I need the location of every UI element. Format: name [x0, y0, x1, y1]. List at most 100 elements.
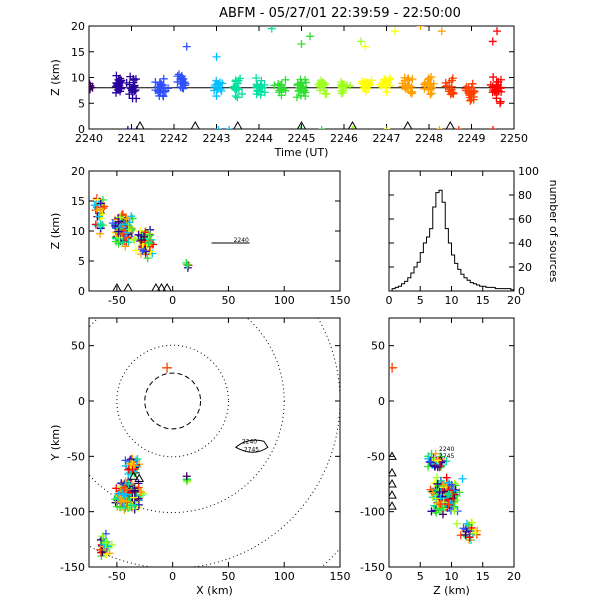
station-marker [445, 120, 456, 130]
source-point [306, 32, 314, 41]
source-point [435, 487, 444, 496]
track-outline [234, 439, 269, 453]
source-point [156, 83, 165, 92]
source-point [438, 510, 447, 519]
source-point [361, 87, 370, 96]
source-point [122, 228, 131, 237]
source-point [386, 74, 395, 83]
source-point [260, 88, 269, 97]
source-point [182, 42, 191, 51]
source-point [118, 238, 127, 247]
source-point [236, 74, 245, 83]
y-tick-label: 15 [71, 195, 85, 208]
y-tick-label: 0 [518, 285, 525, 298]
source-point [96, 221, 105, 230]
source-point [112, 484, 121, 493]
y-tick-label: 15 [71, 46, 85, 59]
source-point [381, 76, 390, 85]
source-point [441, 78, 450, 87]
source-point [297, 40, 306, 49]
source-point [125, 80, 134, 89]
station-marker [232, 120, 243, 130]
x-tick-label: 10 [445, 294, 459, 307]
source-point [257, 76, 266, 85]
source-point [116, 213, 125, 222]
station-marker [123, 282, 133, 292]
source-point [496, 99, 505, 108]
source-point [431, 494, 440, 503]
source-point [131, 246, 140, 255]
histogram-outline [391, 189, 514, 291]
source-point [432, 508, 441, 517]
source-point [428, 488, 437, 497]
source-point [111, 221, 120, 230]
x-tick-label: 0 [169, 570, 176, 583]
track-label-bottom: 2745 [439, 453, 454, 460]
station-marker [190, 120, 201, 130]
source-point [367, 76, 376, 85]
source-point [107, 540, 116, 549]
y-axis-label: number of sources [547, 180, 560, 283]
source-point [450, 506, 459, 515]
source-point [157, 82, 166, 91]
source-point [124, 126, 131, 129]
source-point [408, 75, 417, 84]
x-tick-label: 0 [386, 294, 393, 307]
source-point [101, 539, 110, 548]
y-tick-label: 20 [518, 261, 532, 274]
source-point [131, 86, 140, 95]
y-tick-label: 10 [71, 225, 85, 238]
plot-area [89, 26, 514, 129]
source-point [318, 126, 325, 129]
y-tick-label: 0 [78, 395, 85, 408]
y-tick-label: 80 [518, 189, 532, 202]
source-point [493, 27, 501, 36]
source-point [218, 79, 227, 88]
source-point [349, 126, 356, 129]
x-tick-label: 0 [386, 570, 393, 583]
histogram-bar [430, 229, 433, 291]
source-point [89, 91, 91, 94]
x-tick-label: 2249 [458, 132, 486, 145]
source-point [468, 79, 477, 88]
source-point [129, 461, 138, 470]
y-axis-label: Z (km) [49, 59, 62, 96]
y-tick-label: -150 [60, 561, 85, 574]
y-tick-label: 0 [78, 285, 85, 298]
source-point [129, 493, 138, 502]
station-marker [151, 282, 161, 292]
plot-frame [388, 317, 515, 568]
source-point [425, 457, 434, 466]
x-height-panel: -50 0 50 100 150 0 5 10 15 20 Z (km) 2240 [49, 165, 351, 307]
source-point [217, 86, 226, 95]
source-point [461, 530, 470, 539]
source-point [95, 212, 104, 221]
y-tick-label: 50 [371, 340, 385, 353]
y-tick-label: 50 [71, 340, 85, 353]
source-point [121, 242, 130, 251]
source-point [89, 87, 93, 89]
highlight-point [389, 362, 398, 373]
source-point [465, 533, 474, 542]
station-marker [389, 467, 397, 477]
track-label-top: 2240 [242, 438, 257, 445]
station-marker [389, 490, 397, 499]
highlight-point [162, 362, 173, 373]
source-point [114, 217, 123, 226]
source-point [89, 82, 93, 91]
source-point [496, 75, 505, 84]
x-tick-label: 2246 [330, 132, 358, 145]
source-point [141, 228, 150, 237]
source-point [116, 498, 125, 507]
station-marker [389, 478, 397, 488]
x-tick-label: 5 [417, 570, 424, 583]
source-point [89, 81, 93, 90]
y-tick-label: 20 [71, 165, 85, 178]
source-point [455, 126, 462, 129]
source-point [452, 519, 461, 528]
source-point [253, 86, 262, 95]
source-point [121, 503, 130, 512]
source-point [267, 26, 276, 33]
